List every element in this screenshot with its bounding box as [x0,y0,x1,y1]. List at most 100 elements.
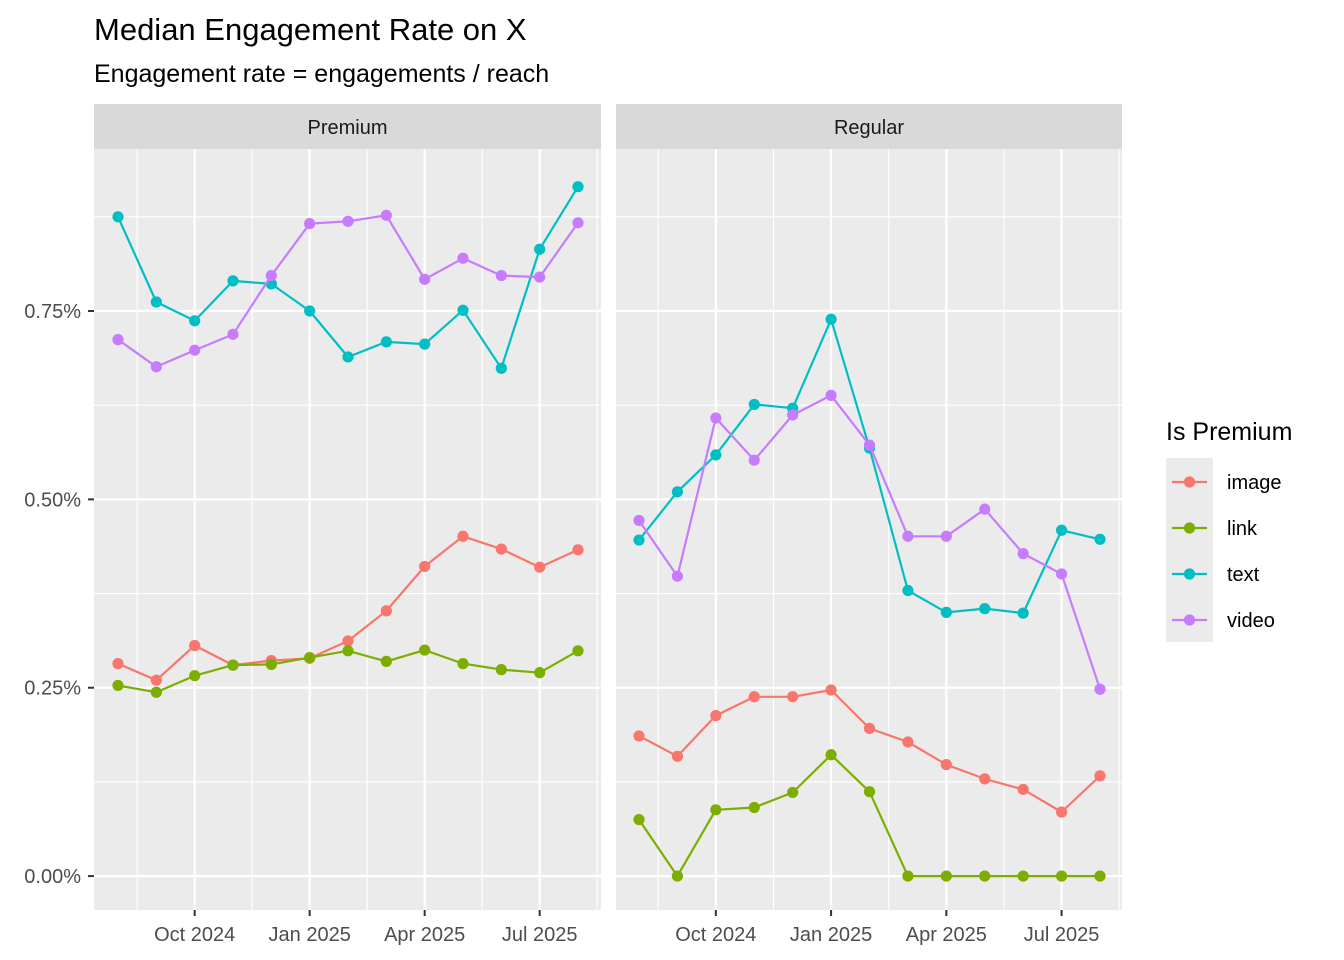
data-point-text [1094,533,1106,545]
data-point-video [457,252,469,264]
data-point-image [633,730,645,742]
legend-key-point [1183,522,1196,534]
data-point-video [534,271,546,283]
data-point-image [979,773,991,785]
facet-panels: Premium Oct 2024 Jan 2025 Apr 2025 Jul 2025 0… [24,104,1122,946]
data-point-text [902,584,914,597]
panel-background [616,149,1122,910]
data-point-link [112,679,124,692]
series-text [112,181,584,374]
data-point-text [1017,607,1029,619]
data-point-link [304,651,316,664]
data-point-image [748,691,760,703]
data-point-video [863,439,876,451]
data-point-link [787,786,799,799]
data-point-video [1094,683,1106,695]
data-point-text [940,606,952,618]
data-point-text [112,211,124,223]
series-image [633,684,1106,818]
data-point-video [671,570,684,582]
data-point-link [265,658,277,670]
data-point-text [342,351,354,363]
data-point-video [265,269,277,282]
data-point-link [671,870,684,882]
legend-key-point [1183,568,1196,580]
data-point-link [419,644,431,656]
data-point-video [1017,548,1029,560]
data-point-image [572,544,584,556]
data-point-image [495,543,507,555]
chart-subtitle: Engagement rate = engagements / reach [94,60,549,88]
facet-strip [616,104,1122,149]
data-point-link [1055,870,1068,882]
data-point-video [227,328,239,340]
data-point-link [227,659,239,671]
data-point-image [419,560,431,573]
data-point-image [863,722,876,735]
data-point-text [304,305,316,317]
data-point-link [572,645,584,657]
data-point-image [787,691,799,703]
legend-key-point [1183,614,1196,626]
data-point-video [572,217,584,229]
series-link [633,749,1106,882]
data-point-link [534,667,546,679]
data-point-text [227,275,239,287]
legend-label: video [1227,610,1275,632]
data-point-text [150,296,162,308]
data-point-text [671,486,684,498]
x-tick-label: Oct 2024 [675,924,756,946]
data-point-video [304,217,316,230]
facet-strip [94,104,601,149]
legend-keys: image link text video [1172,472,1281,632]
series-video [112,209,584,373]
panel-background [94,149,601,910]
x-tick-label: Jan 2025 [790,924,872,946]
data-point-link [979,870,991,882]
data-point-video [495,269,507,282]
legend-item-link: link [1172,518,1258,540]
legend-item-image: image [1172,472,1281,494]
data-point-video [1055,568,1068,580]
data-point-link [940,870,952,882]
data-point-video [150,361,162,373]
data-point-video [633,514,645,527]
legend-title: Is Premium [1166,418,1292,446]
data-point-image [825,684,837,696]
data-point-image [902,736,914,748]
data-point-link [1017,870,1029,882]
series-video [633,389,1106,695]
y-tick-label: 0.50% [24,489,81,511]
data-point-video [748,454,760,466]
x-tick-label: Jan 2025 [269,924,351,946]
data-point-image [710,710,722,722]
data-point-text [419,338,431,350]
series-link [112,644,584,698]
data-point-link [748,801,760,814]
data-point-link [189,670,201,682]
panel-regular: Regular Oct 2024 Jan 2025 Apr 2025 Jul 2025 [616,104,1122,946]
x-tick-label: Jul 2025 [502,924,578,946]
data-point-video [902,530,914,542]
data-point-text [748,398,760,411]
data-point-link [710,804,722,816]
data-point-image [1017,783,1029,796]
data-point-image [534,561,546,573]
x-tick-label: Apr 2025 [906,924,987,946]
data-point-video [342,215,354,227]
x-tick-label: Apr 2025 [384,924,465,946]
legend-label: link [1227,518,1258,540]
data-point-video [380,209,392,221]
data-point-link [150,686,162,698]
data-point-link [380,655,392,667]
y-tick-label: 0.25% [24,678,81,700]
data-point-link [1094,870,1106,882]
legend-background [1166,458,1213,642]
data-point-image [342,635,354,647]
data-point-video [419,273,431,285]
data-point-image [671,750,684,762]
data-point-text [457,304,469,316]
data-point-video [710,412,722,424]
data-point-link [342,645,354,657]
